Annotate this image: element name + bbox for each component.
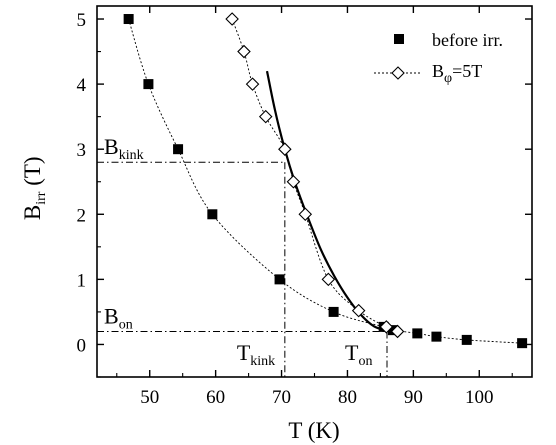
annotation-layer: Bkink Bon Tkink Ton (104, 134, 372, 369)
t-kink-label: Tkink (237, 340, 275, 369)
legend-b-phi-marker (392, 67, 404, 79)
series-1-point-0 (124, 14, 134, 24)
legend: before irr. Bφ=5T (374, 30, 503, 86)
y-axis-title: Birr (T) (20, 156, 49, 220)
series-2-point-2 (247, 78, 259, 90)
x-axis-title: T (K) (288, 418, 339, 443)
x-tick-label-80: 80 (338, 387, 357, 408)
y-tick-label-2: 2 (77, 205, 87, 226)
y-tick-label-1: 1 (77, 270, 87, 291)
series-2-point-5 (287, 176, 299, 188)
t-on-label: Ton (345, 340, 372, 369)
x-tick-label-70: 70 (272, 387, 291, 408)
legend-b-phi-label: Bφ=5T (432, 61, 482, 86)
series-1-point-8 (412, 328, 422, 338)
series-1-point-9 (431, 332, 441, 342)
y-tick-label-4: 4 (77, 75, 87, 96)
x-tick-label-50: 50 (140, 387, 159, 408)
x-tick-label-100: 100 (465, 387, 494, 408)
y-axis-title-group: Birr (T) (20, 156, 49, 220)
fit-curve-line (267, 71, 387, 331)
b-on-label: Bon (104, 303, 133, 332)
y-tick-label-5: 5 (77, 10, 87, 31)
series-1-point-3 (207, 209, 217, 219)
b-kink-label: Bkink (104, 134, 144, 163)
y-tick-label-0: 0 (77, 335, 87, 356)
fit-curve-layer (267, 71, 387, 331)
series-2-point-0 (226, 13, 238, 25)
series-2-line (232, 19, 397, 331)
series-1-point-10 (462, 335, 472, 345)
series-1-point-2 (173, 144, 183, 154)
series-1-point-11 (517, 338, 527, 348)
series-1-point-4 (275, 274, 285, 284)
series-2-point-1 (238, 46, 250, 58)
legend-before-irr-label: before irr. (432, 30, 503, 50)
series-2-point-3 (260, 111, 272, 123)
series-1-point-5 (329, 307, 339, 317)
series-1-point-1 (143, 79, 153, 89)
y-tick-label-3: 3 (77, 140, 87, 161)
series-2-point-6 (299, 208, 311, 220)
x-tick-label-90: 90 (404, 387, 423, 408)
legend-before-irr-marker (394, 34, 404, 44)
series-2-point-4 (279, 143, 291, 155)
x-tick-label-60: 60 (206, 387, 225, 408)
